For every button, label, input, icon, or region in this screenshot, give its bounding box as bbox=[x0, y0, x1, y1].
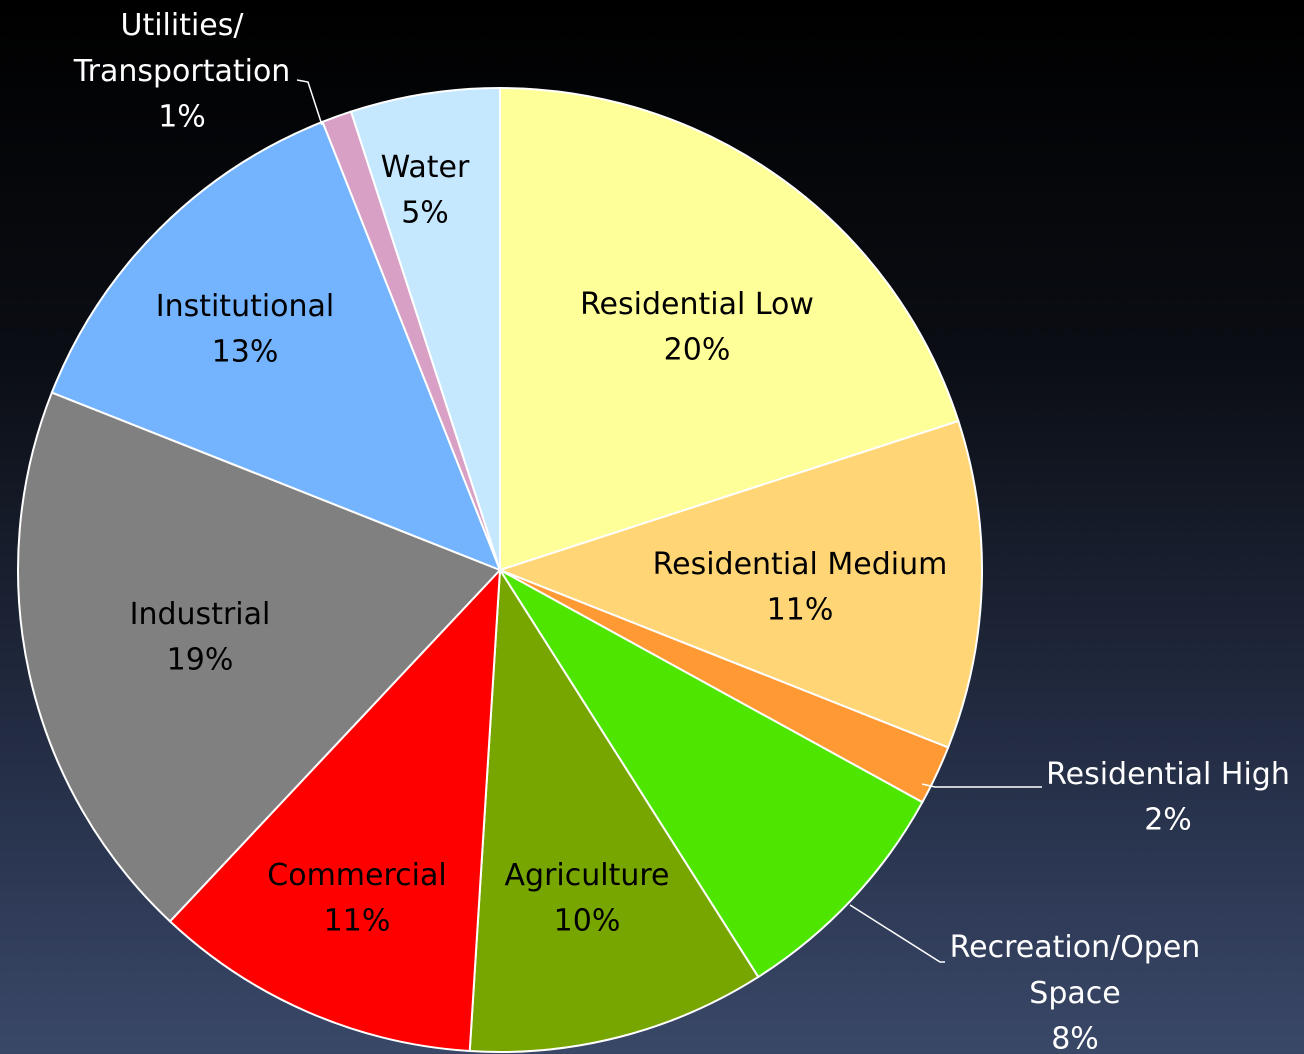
slice-label-line: Water bbox=[381, 150, 470, 185]
slice-label-line: Space bbox=[1029, 976, 1120, 1011]
slice-label: Commercial bbox=[267, 858, 446, 893]
slice-label-line: Commercial bbox=[267, 858, 446, 893]
slice-label: Utilities/Transportation bbox=[73, 8, 291, 89]
slice-label-line: Industrial bbox=[130, 597, 271, 632]
pie-slice bbox=[499, 569, 924, 979]
value-label: 5% bbox=[401, 196, 449, 231]
slice-label-line: Institutional bbox=[156, 289, 335, 324]
value-label: 11% bbox=[324, 904, 391, 939]
value-label: 20% bbox=[664, 333, 731, 368]
pie-slice bbox=[349, 86, 501, 571]
slice-label: Water bbox=[381, 150, 470, 185]
value-label: 1% bbox=[158, 100, 206, 135]
pie-slice bbox=[499, 86, 960, 572]
slice-label-line: Transportation bbox=[73, 54, 291, 89]
value-label: 2% bbox=[1144, 803, 1192, 838]
pie-slice bbox=[50, 120, 502, 572]
value-label: 13% bbox=[212, 335, 279, 370]
leader-line bbox=[921, 783, 1042, 788]
leader-line bbox=[849, 904, 945, 963]
pie-slice bbox=[468, 566, 760, 1053]
slice-label-line: Recreation/Open bbox=[950, 930, 1201, 965]
slice-label: Agriculture bbox=[505, 858, 670, 893]
slice-label: Residential Low bbox=[580, 287, 814, 322]
slice-label-line: Residential Low bbox=[580, 287, 814, 322]
leader-line bbox=[296, 79, 323, 126]
slice-label: Residential High bbox=[1046, 757, 1290, 792]
slice-label-line: Residential Medium bbox=[653, 547, 948, 582]
value-label: 10% bbox=[554, 904, 621, 939]
pie-slice bbox=[497, 419, 983, 749]
slice-label-line: Agriculture bbox=[505, 858, 670, 893]
slice-label-line: Utilities/ bbox=[120, 8, 244, 43]
slice-label: Institutional bbox=[156, 289, 335, 324]
slice-label: Industrial bbox=[130, 597, 271, 632]
pie-slice bbox=[17, 391, 502, 923]
slice-label: Recreation/Open Space bbox=[950, 930, 1201, 1011]
value-label: 19% bbox=[167, 643, 234, 678]
value-label: 11% bbox=[767, 593, 834, 628]
value-label: 8% bbox=[1051, 1022, 1099, 1054]
pie-slice bbox=[168, 567, 502, 1053]
slice-label-line: Residential High bbox=[1046, 757, 1290, 792]
slice-label: Residential Medium bbox=[653, 547, 948, 582]
